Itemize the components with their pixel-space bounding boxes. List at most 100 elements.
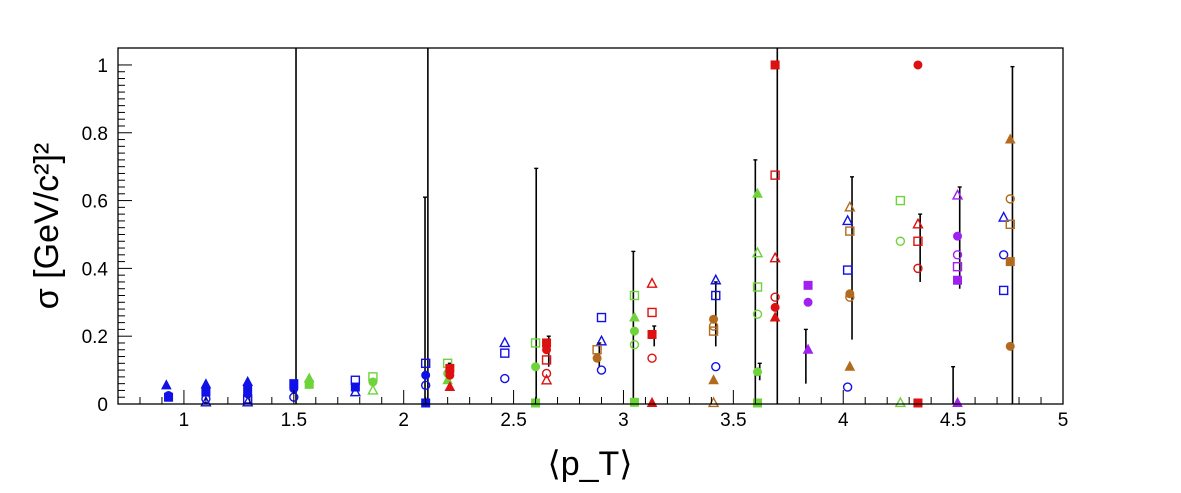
data-point-brown: [1005, 341, 1015, 351]
data-point-green: [530, 338, 541, 348]
data-point-red: [444, 380, 456, 392]
data-point-green: [531, 362, 541, 372]
data-point-blue: [711, 362, 721, 372]
data-point-blue: [349, 385, 362, 397]
data-point-red: [445, 370, 455, 380]
data-point-brown: [1005, 194, 1015, 204]
data-point-blue: [711, 290, 721, 301]
data-point-red: [913, 263, 923, 274]
data-point-green: [894, 396, 907, 408]
error-bar: [803, 328, 808, 384]
y-axis-title: σ [GeV/c²]²: [28, 143, 66, 309]
y-tick-labels: 0 0.2 0.4 0.6 0.8 1: [82, 56, 109, 416]
data-point-purple: [952, 250, 963, 260]
data-point-red: [770, 170, 780, 180]
data-point-red: [647, 307, 657, 318]
x-tick-label: 1.5: [281, 410, 307, 431]
data-point-red: [647, 353, 657, 363]
x-tick-label: 1: [179, 410, 190, 431]
data-point-brown: [708, 321, 719, 331]
y-tick-label: 0.8: [82, 124, 108, 145]
error-bar: [850, 176, 855, 340]
data-point-purple: [803, 280, 813, 290]
y-tick-label: 1: [97, 56, 108, 77]
data-point-blue: [420, 380, 431, 391]
data-point-blue: [998, 250, 1009, 260]
data-point-brown: [709, 314, 719, 324]
data-point-green: [752, 282, 763, 292]
data-point-red: [542, 345, 552, 355]
data-point-blue: [161, 379, 172, 390]
x-tick-label: 2.5: [500, 410, 526, 431]
x-tick-label: 4: [838, 410, 849, 431]
data-point-purple: [802, 343, 814, 354]
x-tick-labels: 1 1.5 2 2.5 3 3.5 4 4.5 5: [179, 410, 1069, 431]
data-point-blue: [998, 211, 1010, 222]
data-point-red: [541, 368, 552, 379]
data-point-blue: [595, 334, 608, 346]
data-point-brown: [844, 200, 856, 212]
data-point-blue: [500, 348, 510, 358]
data-point-blue: [164, 392, 174, 402]
data-point-brown: [1004, 133, 1016, 144]
data-point-blue: [421, 370, 431, 380]
data-point-red: [912, 217, 924, 229]
x-axis-title: ⟨p_T⟩: [547, 445, 632, 483]
data-point-brown: [845, 226, 855, 236]
data-point-green: [629, 290, 640, 301]
data-point-brown: [592, 353, 602, 363]
data-point-green: [629, 326, 639, 336]
x-tick-label: 3: [618, 410, 629, 431]
data-point-red: [769, 251, 781, 263]
data-point-green: [367, 383, 379, 395]
error-bar: [918, 213, 923, 282]
x-tick-label: 3.5: [720, 410, 746, 431]
data-point-red: [770, 302, 780, 312]
data-point-brown: [708, 374, 719, 385]
data-point-blue: [499, 336, 511, 348]
data-point-red: [541, 355, 552, 365]
data-point-green: [304, 379, 314, 389]
x-tick-label: 2: [398, 410, 409, 431]
data-point-blue: [842, 265, 853, 275]
axis-ticks: [118, 64, 1064, 405]
data-point-green: [895, 195, 906, 206]
data-point-green: [751, 246, 764, 258]
x-tick-label: 4.5: [940, 410, 966, 431]
data-point-red: [913, 236, 923, 246]
data-point-green: [629, 311, 640, 322]
data-point-brown: [845, 292, 855, 302]
data-point-purple: [953, 231, 963, 241]
data-point-green: [629, 397, 639, 407]
data-point-blue: [420, 358, 431, 369]
data-point-red: [913, 60, 923, 70]
data-point-blue: [710, 273, 722, 285]
data-point-blue: [841, 214, 854, 226]
data-point-purple: [953, 275, 963, 285]
data-point-red: [770, 292, 780, 302]
data-point-red: [770, 60, 780, 70]
data-point-purple: [803, 297, 813, 307]
data-point-brown: [708, 326, 719, 336]
data-point-blue: [242, 394, 253, 404]
data-point-blue: [842, 382, 853, 392]
data-point-red: [647, 329, 657, 339]
data-point-brown: [1005, 219, 1015, 230]
data-point-blue: [596, 365, 607, 375]
data-point-brown: [844, 360, 856, 371]
data-point-red: [913, 398, 923, 408]
data-point-red: [540, 373, 553, 385]
data-point-blue: [200, 395, 212, 407]
error-bar: [423, 196, 428, 404]
data-point-purple: [951, 188, 964, 200]
data-point-red: [646, 277, 658, 288]
error-bar: [753, 159, 758, 404]
y-tick-label: 0: [97, 395, 108, 416]
data-point-blue: [998, 285, 1009, 296]
data-point-blue: [596, 312, 607, 323]
y-tick-label: 0.2: [82, 327, 108, 348]
data-point-green: [753, 398, 763, 408]
data-point-green: [752, 309, 763, 319]
